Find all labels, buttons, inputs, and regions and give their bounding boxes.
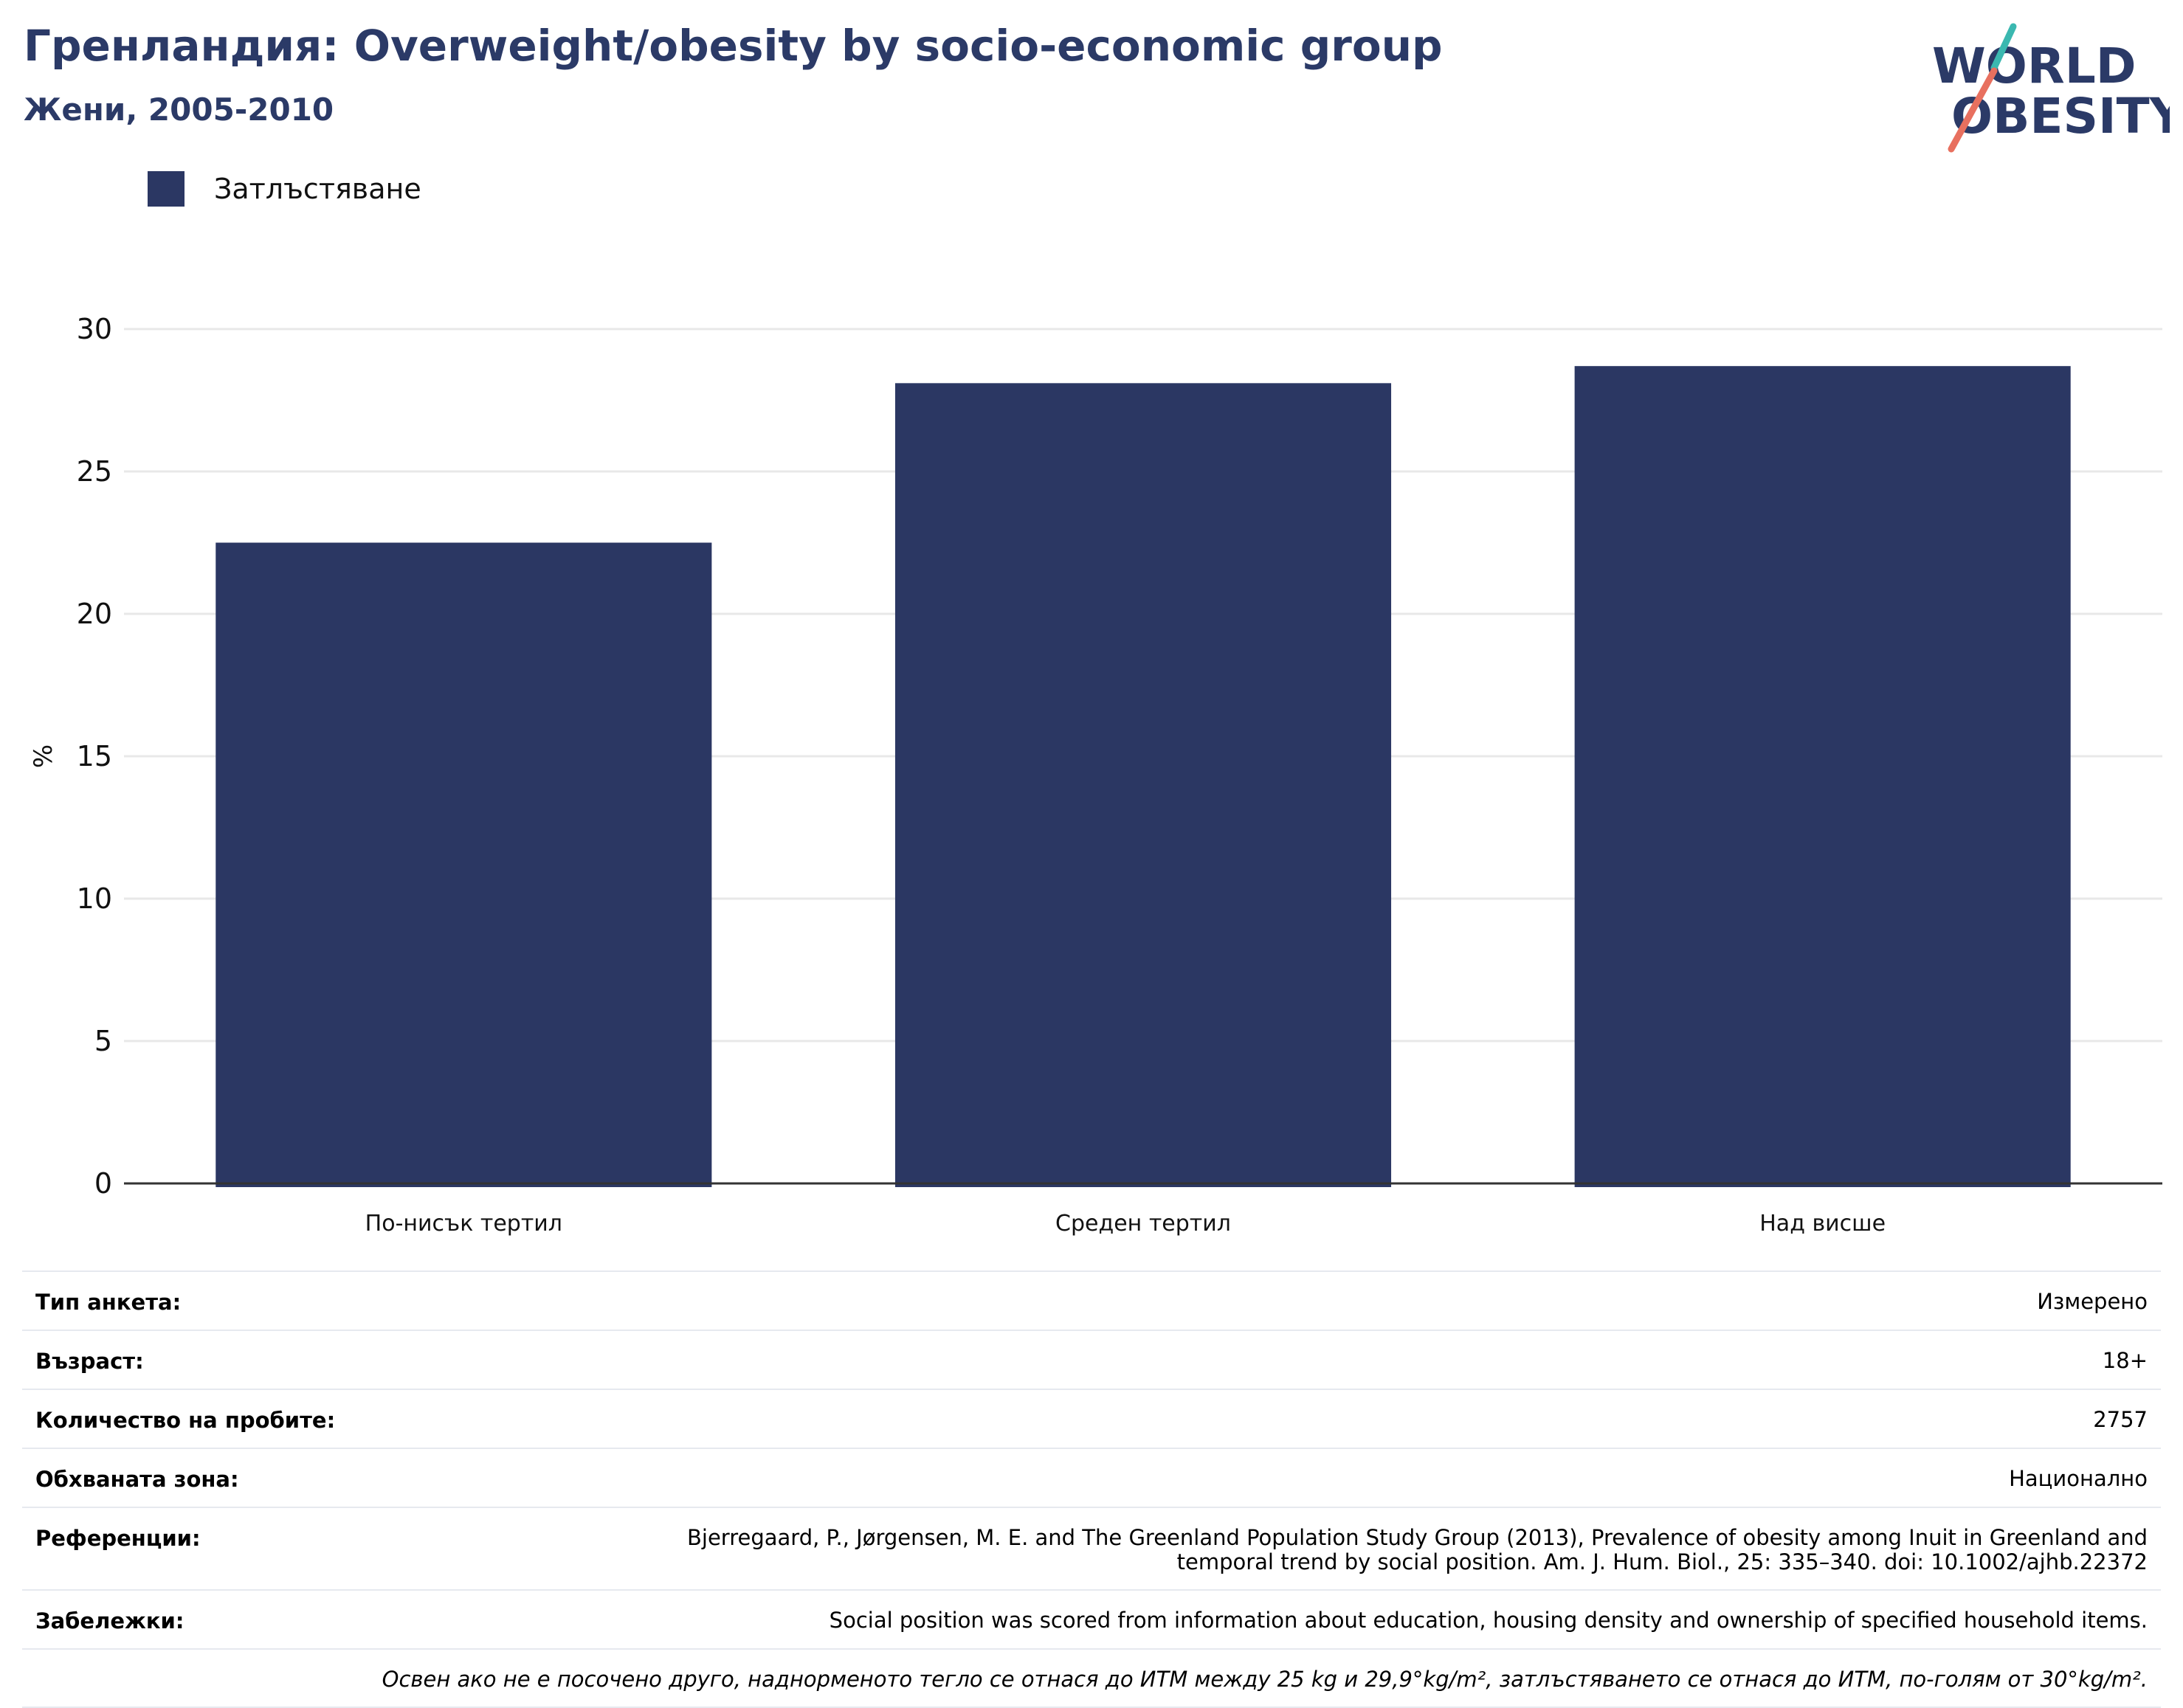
y-axis-label: % xyxy=(29,744,58,768)
info-label: Възраст: xyxy=(35,1349,144,1374)
logo-slash-coral xyxy=(1948,67,1998,153)
info-row-area: Обхваната зона: Национално xyxy=(22,1448,2161,1507)
info-row-survey-type: Тип анкета: Измерено xyxy=(22,1270,2161,1330)
info-row-sample-size: Количество на пробите: 2757 xyxy=(22,1389,2161,1448)
y-tick-label: 10 xyxy=(77,882,112,915)
bar-chart: 0 5 10 15 20 25 30 По-нисък тертил Среден терти… xyxy=(29,313,2162,1237)
bars xyxy=(215,366,2071,1188)
info-row-age: Възраст: 18+ xyxy=(22,1330,2161,1389)
bar[interactable] xyxy=(894,383,1392,1187)
info-row-references: Референции: Bjerregaard, P., Jørgensen, … xyxy=(22,1507,2161,1589)
chart-subtitle: Жени, 2005-2010 xyxy=(24,91,334,128)
legend-swatch xyxy=(148,171,184,207)
info-label: Референции: xyxy=(35,1526,201,1551)
y-tick-label: 25 xyxy=(77,455,112,488)
info-value: Измерено xyxy=(2037,1289,2148,1314)
info-label: Количество на пробите: xyxy=(35,1408,336,1433)
logo-text-world: WORLD xyxy=(1932,38,2137,94)
info-value: Social position was scored from informat… xyxy=(829,1608,2148,1633)
legend-label: Затлъстяване xyxy=(214,173,421,205)
info-value: Национално xyxy=(2009,1466,2148,1491)
bar[interactable] xyxy=(1574,366,2071,1188)
info-value: 2757 xyxy=(2093,1407,2148,1432)
logo-slash-teal xyxy=(1990,23,2017,72)
info-value: Bjerregaard, P., Jørgensen, M. E. and Th… xyxy=(687,1525,2148,1574)
footnote: Освен ако не е посочено друго, наднормен… xyxy=(382,1667,2148,1692)
x-tick-labels: По-нисък тертил Среден тертил Над висше xyxy=(365,1211,1886,1237)
x-tick-label: Над висше xyxy=(1759,1211,1886,1237)
y-tick-label: 20 xyxy=(77,598,112,630)
y-tick-labels: 0 5 10 15 20 25 30 xyxy=(77,313,112,1200)
world-obesity-logo: WORLD OBESITY xyxy=(1932,23,2170,153)
info-label: Тип анкета: xyxy=(35,1290,182,1315)
info-row-footnote: Освен ако не е посочено друго, наднормен… xyxy=(22,1648,2161,1708)
y-tick-label: 15 xyxy=(77,740,112,772)
chart-title: Гренландия: Overweight/obesity by socio-… xyxy=(24,21,1443,71)
y-tick-label: 0 xyxy=(94,1167,112,1200)
logo-text-obesity: OBESITY xyxy=(1951,88,2170,145)
bar[interactable] xyxy=(215,542,712,1188)
y-tick-label: 30 xyxy=(77,313,112,345)
info-label: Забележки: xyxy=(35,1608,184,1633)
info-value: 18+ xyxy=(2102,1348,2148,1373)
y-tick-label: 5 xyxy=(94,1025,112,1057)
legend[interactable]: Затлъстяване xyxy=(148,171,421,207)
info-label: Обхваната зона: xyxy=(35,1467,239,1492)
x-tick-label: Среден тертил xyxy=(1055,1211,1231,1237)
x-tick-label: По-нисък тертил xyxy=(365,1211,562,1237)
info-table: Тип анкета: Измерено Възраст: 18+ Количе… xyxy=(22,1270,2161,1708)
info-row-notes: Забележки: Social position was scored fr… xyxy=(22,1589,2161,1648)
